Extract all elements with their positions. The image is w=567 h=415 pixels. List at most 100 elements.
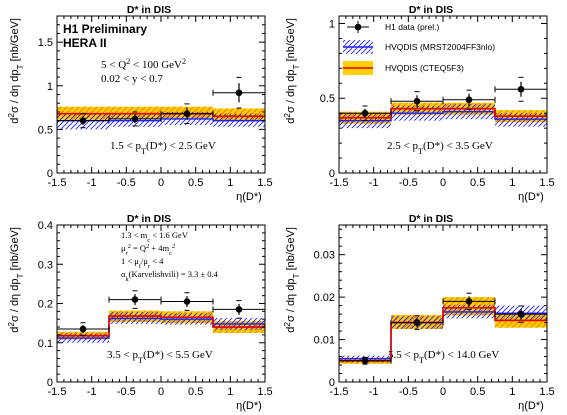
mrst-central-line: [339, 110, 547, 122]
data-point: [390, 315, 444, 330]
data-point: [160, 292, 214, 311]
chart-panel-4: -1.5 -1 -0.5 0 0.5 1 1.5 0 0.01 0.02 0.03 D* in DIS…: [283, 213, 555, 412]
x-tick-label: 1: [509, 386, 515, 398]
data-marker: [79, 325, 87, 333]
x-tick-label: 1: [227, 177, 233, 189]
data-point: [108, 290, 162, 309]
data-marker: [361, 109, 369, 117]
y-tick-label: 0.03: [314, 250, 335, 262]
y-tick-label: 0.01: [314, 335, 335, 347]
data-marker: [183, 298, 191, 305]
x-tick-label: 0.5: [470, 386, 485, 398]
param-muf: 1 < μf/μr < 4: [121, 256, 164, 270]
x-tick-label: -1.5: [330, 386, 349, 398]
x-tick-label: -0.5: [399, 177, 418, 189]
data-point: [56, 322, 110, 336]
data-marker: [517, 85, 525, 93]
y-tick-label: 0: [329, 168, 335, 180]
data-marker: [235, 306, 243, 313]
header-hera-ii: HERA II: [63, 36, 107, 50]
data-point: [212, 76, 266, 109]
cut-y: 0.02 < y < 0.7: [101, 73, 163, 85]
pt-range-label: 5.5 < pT(D*) < 14.0 GeV: [388, 349, 499, 365]
data-marker: [183, 110, 191, 117]
y-axis-label: d2σ / dη dpT [nb/GeV]: [7, 18, 25, 124]
chart-title: D* in DIS: [127, 4, 171, 16]
x-tick-label: 1.5: [257, 386, 272, 398]
x-tick-label: -1: [87, 177, 97, 189]
x-axis-label: η(D*): [236, 400, 262, 412]
y-tick-label: 1: [329, 18, 335, 30]
y-tick-label: 1: [47, 81, 53, 93]
x-axis-label: η(D*): [518, 191, 544, 203]
y-axis-label: d2σ / dη dpT [nb/GeV]: [283, 18, 301, 124]
x-tick-label: 1.5: [257, 177, 272, 189]
data-marker: [235, 89, 243, 97]
data-point: [390, 91, 444, 112]
data-point: [494, 305, 548, 323]
x-tick-label: -0.5: [399, 386, 418, 398]
data-marker: [465, 96, 473, 104]
data-point: [160, 103, 214, 124]
y-tick-label: 0.4: [38, 220, 53, 232]
x-tick-label: 0: [158, 177, 164, 189]
y-axis-label: d2σ / dη dpT [nb/GeV]: [283, 227, 301, 333]
x-tick-label: -1: [369, 386, 379, 398]
x-tick-label: 0: [440, 177, 446, 189]
x-tick-label: 1: [227, 386, 233, 398]
data-marker: [413, 97, 421, 105]
legend-label-cteq: HVQDIS (CTEQ5F3): [385, 63, 464, 73]
x-tick-label: 0.5: [188, 386, 203, 398]
y-tick-label: 0.2: [38, 299, 53, 311]
pt-range-label: 2.5 < pT(D*) < 3.5 GeV: [387, 140, 493, 156]
x-tick-label: 1: [509, 177, 515, 189]
data-marker: [131, 115, 139, 123]
chart-panel-1: -1.5 -1 -0.5 0 0.5 1 1.5 0 0.5 1 1.5 D* in DIS η(D*)…: [7, 4, 273, 203]
mrst-band: [495, 113, 547, 127]
y-tick-label: 0.5: [38, 124, 53, 136]
pt-range-label: 3.5 < pT(D*) < 5.5 GeV: [107, 349, 213, 365]
x-tick-label: -1.5: [48, 177, 67, 189]
x-tick-label: 0.5: [188, 177, 203, 189]
chart-panel-2: -1.5 -1 -0.5 0 0.5 1 1.5 0 0.5 1 D* in DIS η(D*) d2σ…: [283, 4, 555, 203]
cteq-central-line: [339, 107, 547, 119]
data-marker: [131, 296, 139, 303]
data-marker: [413, 319, 421, 326]
legend-label-mrst: HVQDIS (MRST2004FF3nlo): [385, 42, 495, 52]
y-tick-label: 1.5: [38, 37, 53, 49]
cut-q2: 5 < Q2 < 100 GeV2: [101, 57, 186, 72]
data-point: [494, 76, 548, 102]
data-point: [442, 89, 496, 110]
x-tick-label: 0: [440, 386, 446, 398]
y-tick-label: 0: [329, 377, 335, 389]
data-point: [108, 111, 162, 127]
x-axis-label: η(D*): [518, 400, 544, 412]
y-tick-label: 0: [47, 168, 53, 180]
chart-title: D* in DIS: [409, 213, 453, 225]
param-mc: 1.3 < mc < 1.6 GeV: [121, 230, 189, 244]
x-tick-label: 1.5: [539, 177, 554, 189]
data-point: [212, 300, 266, 319]
data-marker: [79, 117, 87, 124]
x-tick-label: 0: [158, 386, 164, 398]
legend: H1 data (prel.) HVQDIS (MRST2004FF3nlo) HV…: [343, 21, 495, 75]
y-axis-label: d2σ / dη dpT [nb/GeV]: [7, 227, 25, 333]
data-marker: [361, 357, 369, 365]
chart-title: D* in DIS: [409, 4, 453, 16]
chart-title: D* in DIS: [127, 213, 171, 225]
cteq-central-line: [339, 306, 547, 362]
y-tick-label: 0.3: [38, 259, 53, 271]
cteq-central-line: [57, 315, 265, 337]
y-tick-label: 0.02: [314, 292, 335, 304]
x-tick-label: -0.5: [117, 386, 136, 398]
pt-range-label: 1.5 < pT(D*) < 2.5 GeV: [110, 140, 216, 156]
legend-label-data: H1 data (prel.): [385, 22, 439, 32]
data-marker: [517, 310, 525, 318]
legend-data-marker: [354, 23, 362, 31]
x-tick-label: -1.5: [48, 386, 67, 398]
x-tick-label: -1.5: [330, 177, 349, 189]
header-h1-preliminary: H1 Preliminary: [63, 22, 147, 36]
x-tick-label: -1: [369, 177, 379, 189]
x-tick-label: 0.5: [470, 177, 485, 189]
